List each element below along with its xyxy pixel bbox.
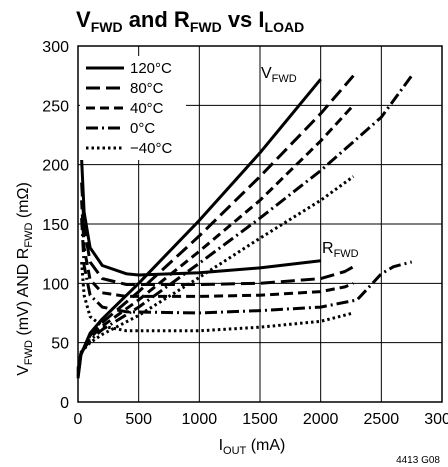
series-vfwd-4 [76,175,355,370]
x-tick-label-3: 1500 [242,411,278,428]
chart-title: VFWD and RFWD vs ILOAD [76,7,304,35]
y-tick-label-2: 100 [42,276,69,293]
figure-code: 4413 G08 [396,455,440,466]
series-vfwd-2 [76,104,355,374]
annotation-rfwd: RFWD [322,240,359,260]
legend-label-4: −40°C [130,140,172,157]
plot-frame [77,45,443,403]
series-rfwd-3 [80,218,413,315]
legend: 120°C 80°C 40°C 0°C −40°C [86,60,172,157]
y-tick-label-4: 200 [42,158,69,175]
x-tick-label-2: 1000 [182,411,218,428]
series-rfwd-4 [80,261,354,333]
legend-label-2: 40°C [130,100,164,117]
x-tick-label-4: 2000 [303,411,339,428]
y-tick-label-6: 300 [42,39,69,56]
legend-label-0: 120°C [130,60,172,77]
y-tick-label-1: 50 [51,336,69,353]
x-tick-label-1: 500 [125,411,152,428]
legend-label-1: 80°C [130,80,164,97]
x-tick-label-5: 2500 [364,411,400,428]
y-tick-label-3: 150 [42,217,69,234]
annotation-vfwd: VFWD [261,65,297,85]
legend-background [80,56,186,160]
y-axis-label: VFWD (mV) AND RFWD (mΩ) [15,182,35,376]
y-tick-label-0: 0 [60,395,69,412]
series-rfwd-2 [80,200,354,298]
series-rfwd-1 [80,182,355,286]
x-axis-label: IOUT (mA) [219,437,286,457]
data-series [76,74,413,379]
y-tick-labels: 0 50 100 150 200 250 300 [42,39,69,412]
legend-label-3: 0°C [130,120,155,137]
x-tick-label-0: 0 [74,411,83,428]
series-rfwd-0 [80,158,321,277]
y-tick-label-5: 250 [42,98,69,115]
grid [77,45,443,403]
